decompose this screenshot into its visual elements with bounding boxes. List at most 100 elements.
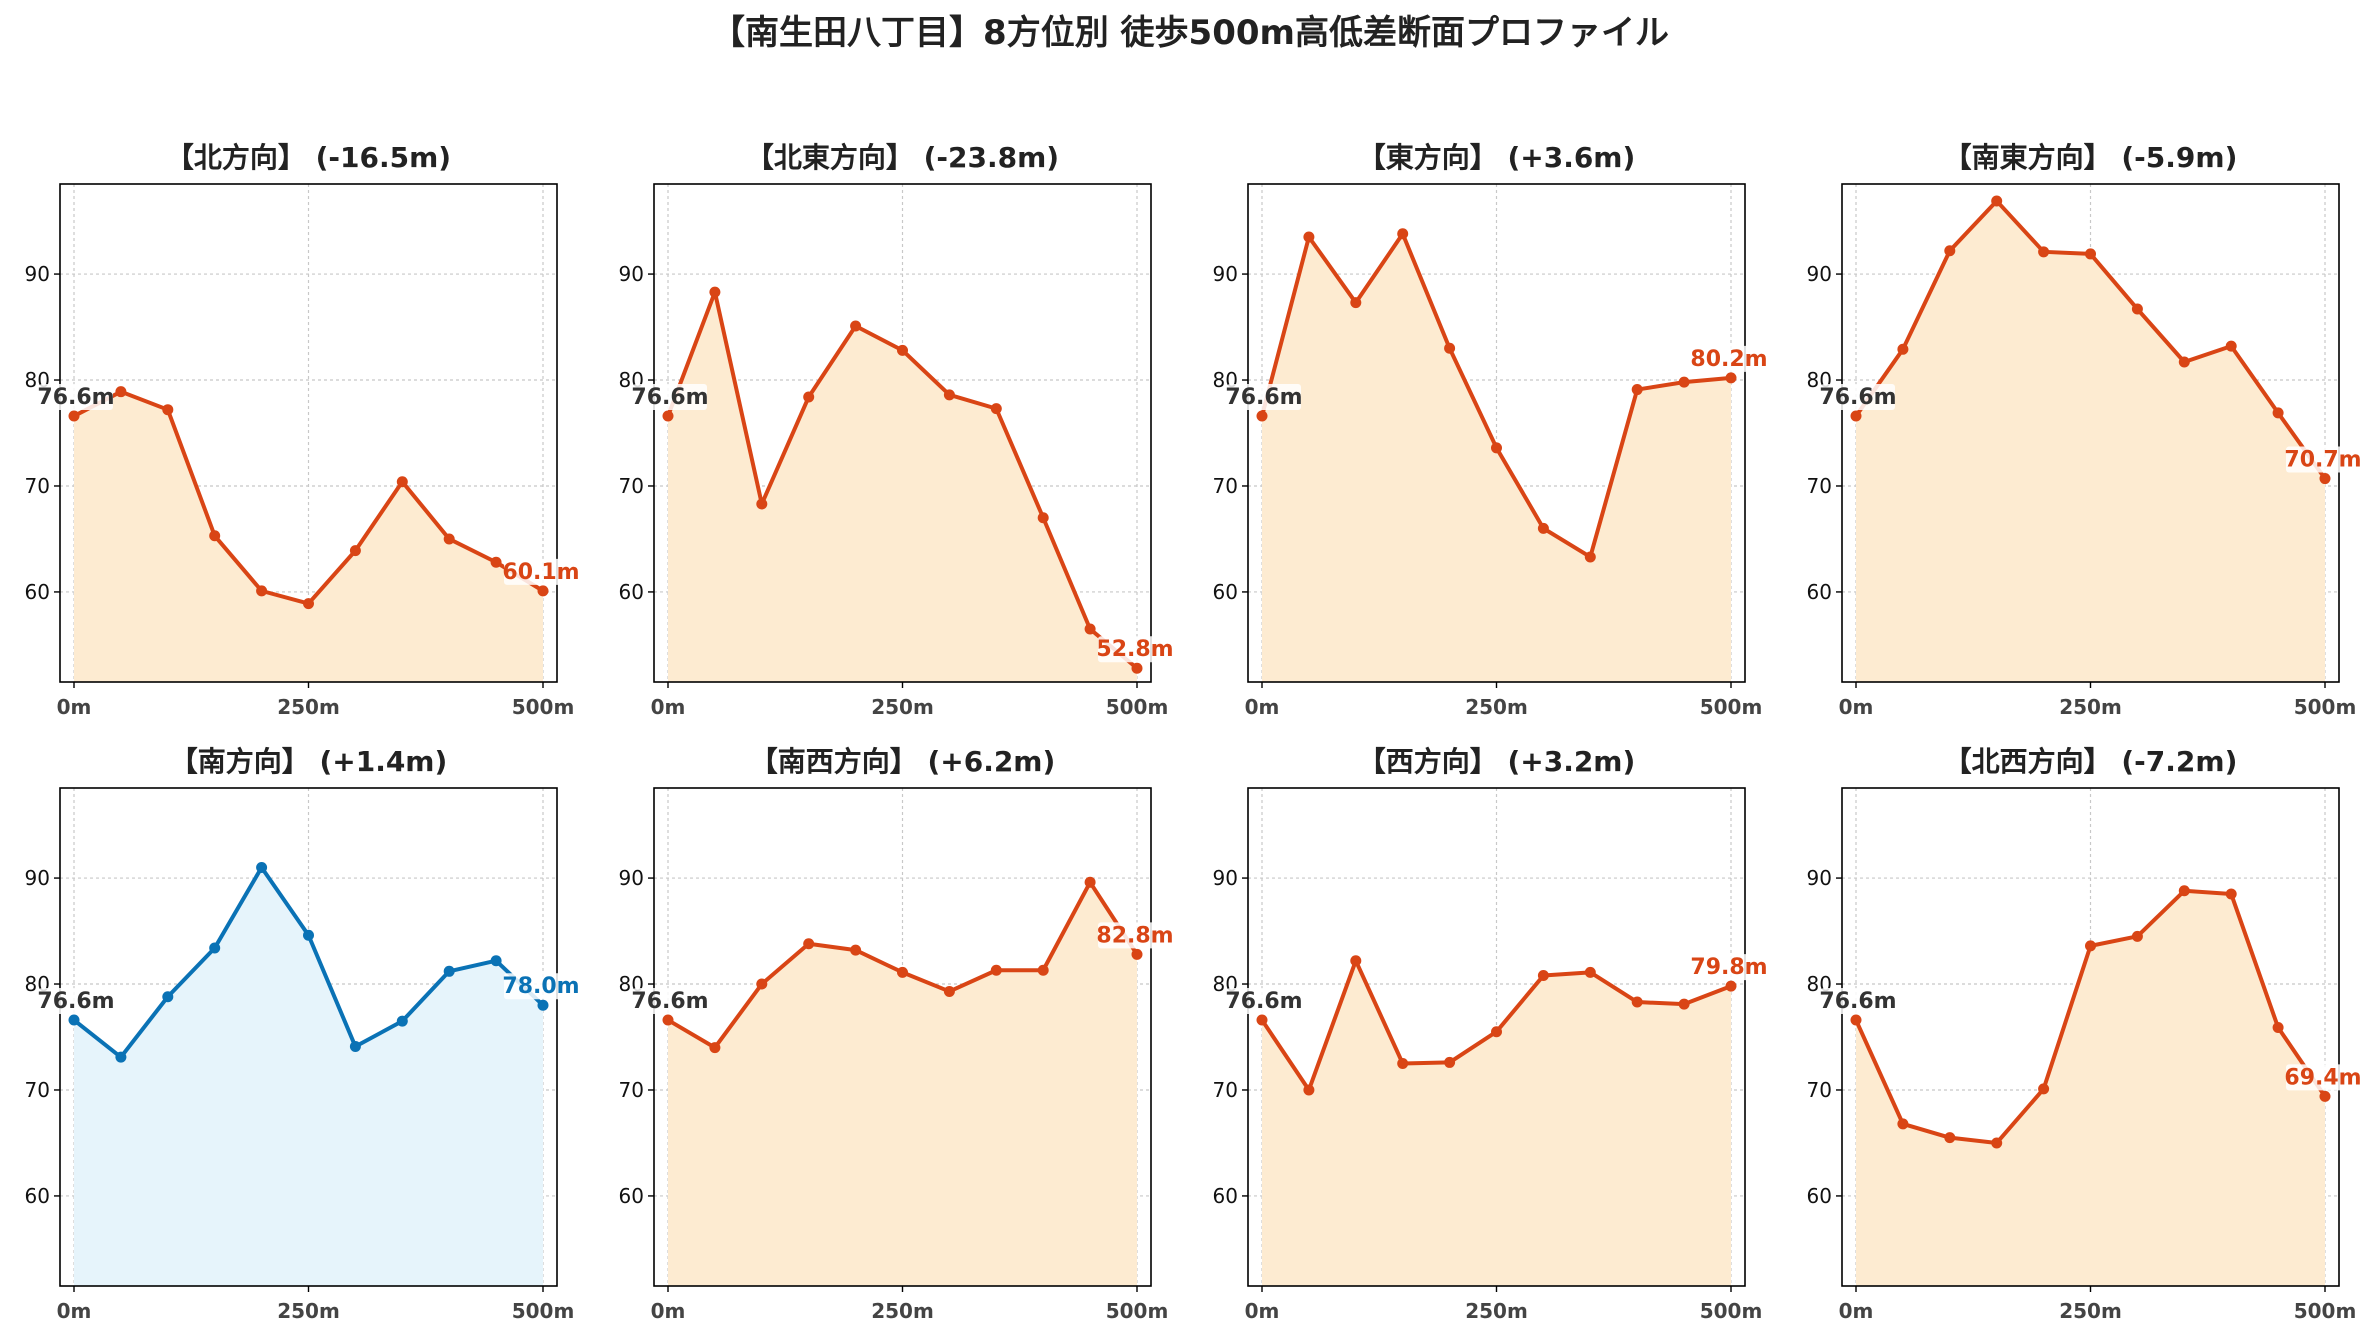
end-elevation-label-bg — [1692, 954, 1766, 981]
x-tick-label: 500m — [2294, 695, 2357, 719]
data-point — [1303, 1084, 1315, 1096]
start-elevation-label: 76.6m — [631, 385, 708, 410]
y-tick-label: 70 — [619, 1078, 644, 1102]
data-point — [1725, 980, 1737, 992]
data-point — [2272, 1021, 2284, 1033]
end-elevation-label: 79.8m — [1690, 955, 1767, 980]
data-point — [162, 991, 174, 1003]
start-elevation-label: 76.6m — [1225, 989, 1302, 1014]
x-tick-label: 250m — [1465, 1299, 1528, 1323]
x-tick-label: 500m — [512, 695, 575, 719]
data-point — [990, 964, 1002, 976]
end-elevation-label: 60.1m — [502, 560, 579, 585]
data-point — [1725, 372, 1737, 384]
data-point — [990, 403, 1002, 415]
x-tick-label: 500m — [1700, 695, 1763, 719]
data-point — [1944, 1132, 1956, 1144]
x-tick-label: 500m — [1106, 1299, 1169, 1323]
start-elevation-label-bg — [633, 384, 707, 411]
data-point — [1631, 996, 1643, 1008]
x-tick-label: 0m — [1245, 695, 1280, 719]
panel-title: 【北西方向】 (-7.2m) — [1944, 745, 2238, 778]
end-elevation-label-bg — [2286, 1064, 2360, 1091]
data-point — [303, 929, 314, 941]
end-elevation-label: 70.7m — [2284, 448, 2361, 473]
data-point — [2131, 303, 2143, 315]
data-point — [443, 965, 455, 977]
profile-area — [668, 292, 1137, 682]
start-elevation-label: 76.6m — [37, 385, 114, 410]
data-point — [443, 533, 455, 545]
end-elevation-label-bg — [2286, 446, 2360, 473]
data-point — [1303, 231, 1315, 243]
data-point — [897, 966, 908, 978]
data-point — [1584, 551, 1596, 563]
data-point — [850, 944, 862, 956]
data-point — [490, 556, 502, 568]
x-tick-label: 0m — [651, 695, 686, 719]
x-tick-label: 250m — [277, 695, 340, 719]
start-elevation-label-bg — [1227, 384, 1301, 411]
data-point — [256, 861, 268, 873]
panel-title: 【南西方向】 (+6.2m) — [750, 745, 1056, 778]
panel-title: 【東方向】 (+3.6m) — [1358, 141, 1636, 174]
panel-title: 【北方向】 (-16.5m) — [166, 141, 451, 174]
data-point — [803, 938, 815, 950]
data-point — [850, 320, 862, 332]
start-elevation-label-bg — [633, 988, 707, 1015]
y-tick-label: 90 — [1213, 262, 1238, 286]
data-point — [209, 942, 221, 954]
data-point — [2225, 340, 2237, 352]
data-point — [256, 585, 268, 597]
data-point — [1084, 623, 1096, 635]
data-point — [396, 1015, 408, 1027]
y-tick-label: 60 — [25, 580, 50, 604]
x-tick-label: 500m — [2294, 1299, 2357, 1323]
panel-title: 【西方向】 (+3.2m) — [1358, 745, 1636, 778]
data-point — [537, 585, 549, 597]
data-point — [1131, 948, 1143, 960]
y-tick-label: 60 — [1807, 1184, 1832, 1208]
panel-title: 【南東方向】 (-5.9m) — [1944, 141, 2238, 174]
data-point — [2038, 246, 2050, 258]
data-point — [303, 598, 314, 610]
end-elevation-label: 78.0m — [502, 974, 579, 999]
data-point — [1350, 955, 1362, 967]
y-tick-label: 60 — [1213, 580, 1238, 604]
figure-title: 【南生田八丁目】8方位別 徒歩500m高低差断面プロファイル — [711, 13, 1669, 53]
start-elevation-label: 76.6m — [631, 989, 708, 1014]
data-point — [1991, 1137, 2003, 1149]
profile-area — [1262, 233, 1731, 683]
y-tick-label: 60 — [619, 580, 644, 604]
data-point — [1397, 1057, 1409, 1069]
data-point — [1131, 662, 1143, 674]
y-tick-label: 60 — [1213, 1184, 1238, 1208]
data-point — [1491, 442, 1502, 454]
start-elevation-label-bg — [1227, 988, 1301, 1015]
data-point — [943, 389, 955, 401]
profile-area — [1856, 890, 2325, 1286]
end-elevation-label-bg — [504, 973, 578, 1000]
data-point — [537, 999, 549, 1011]
data-point — [2319, 473, 2331, 485]
data-point — [1444, 342, 1456, 354]
x-tick-label: 0m — [57, 1299, 92, 1323]
data-point — [1897, 1118, 1909, 1130]
x-tick-label: 250m — [2059, 695, 2122, 719]
y-tick-label: 60 — [1807, 580, 1832, 604]
data-point — [2085, 940, 2096, 952]
end-elevation-label-bg — [1098, 636, 1172, 663]
x-tick-label: 250m — [871, 695, 934, 719]
end-elevation-label: 52.8m — [1096, 637, 1173, 662]
profile-area — [668, 882, 1137, 1286]
y-tick-label: 90 — [619, 262, 644, 286]
data-point — [1037, 512, 1049, 524]
data-point — [349, 1041, 361, 1053]
